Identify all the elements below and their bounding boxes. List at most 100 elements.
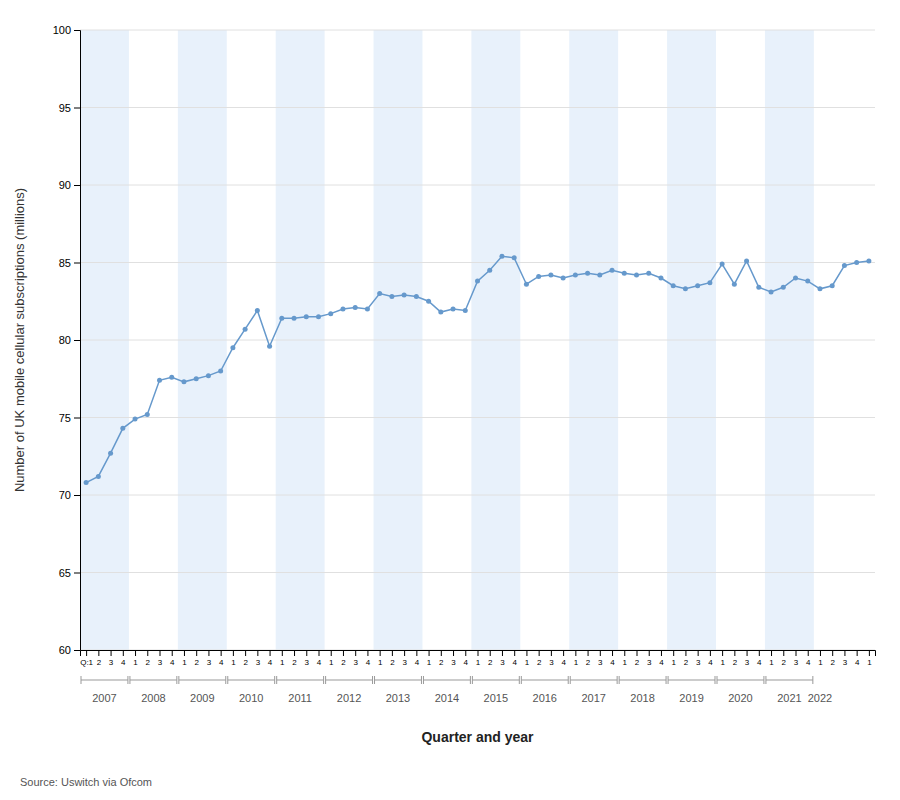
x-tick-mark [857, 650, 858, 656]
point [96, 474, 101, 479]
x-tick: 4 [219, 650, 224, 667]
y-tick-label: 80 [59, 334, 71, 346]
x-tick-label: 4 [317, 658, 322, 667]
x-tick: 4 [757, 650, 762, 667]
x-tick-label: 1 [720, 658, 725, 667]
point [512, 255, 517, 260]
x-tick-label: 4 [806, 658, 811, 667]
year-bracket [130, 676, 177, 684]
x-tick-label: 2 [194, 658, 199, 667]
year-bracket-end [323, 676, 324, 684]
x-tick-label: 2 [97, 658, 102, 667]
point [181, 379, 186, 384]
y-tick-label: 95 [59, 102, 71, 114]
point [414, 294, 419, 299]
grid-line [80, 572, 875, 573]
year-label: 2022 [808, 692, 832, 704]
x-tick: 4 [659, 650, 664, 667]
point [597, 272, 602, 277]
year-label: 2014 [435, 692, 459, 704]
point [475, 279, 480, 284]
point [744, 258, 749, 263]
x-tick-label: 1 [182, 658, 187, 667]
year-bracket-end [129, 676, 130, 684]
x-tick: 1 [378, 650, 383, 667]
year-bracket-line [228, 680, 275, 681]
x-tick-label: 1 [476, 658, 481, 667]
x-tick-mark [575, 650, 576, 656]
x-tick-mark [282, 650, 283, 656]
x-tick: 2 [684, 650, 689, 667]
x-tick-label: 3 [500, 658, 505, 667]
year-bracket-end [763, 676, 764, 684]
year-bracket [81, 676, 128, 684]
grid-line [80, 262, 875, 263]
y-axis-line [74, 31, 81, 651]
x-tick-label: 3 [696, 658, 701, 667]
x-tick-label: 4 [268, 658, 273, 667]
x-tick-label: 3 [305, 658, 310, 667]
x-tick-mark [551, 650, 552, 656]
x-tick-mark [673, 650, 674, 656]
x-tick-mark [796, 650, 797, 656]
x-tick-label: Q:1 [80, 658, 93, 667]
x-tick: 3 [745, 650, 750, 667]
x-tick-mark [539, 650, 540, 656]
x-tick-label: 4 [855, 658, 860, 667]
point [243, 327, 248, 332]
x-tick: 2 [488, 650, 493, 667]
x-tick-label: 2 [390, 658, 395, 667]
x-tick-label: 2 [243, 658, 248, 667]
source: Source: Uswitch via Ofcom [20, 776, 152, 788]
point [830, 283, 835, 288]
y-tick-mark [74, 263, 80, 264]
x-tick-mark [147, 650, 148, 656]
x-tick-mark [514, 650, 515, 656]
x-axis: Q:12341234123412341234123412341234123412… [80, 650, 875, 667]
year-bracket-end [225, 676, 226, 684]
point [732, 282, 737, 287]
x-tick: 2 [390, 650, 395, 667]
x-tick-label: 2 [488, 658, 493, 667]
x-tick-label: 4 [415, 658, 420, 667]
x-tick-label: 3 [402, 658, 407, 667]
year-bracket [326, 676, 373, 684]
x-tick-mark [612, 650, 613, 656]
year-bracket [668, 676, 715, 684]
point [389, 294, 394, 299]
x-tick-mark [208, 650, 209, 656]
point [573, 272, 578, 277]
year-bracket [619, 676, 666, 684]
x-tick: 1 [280, 650, 285, 667]
x-tick-label: 1 [280, 658, 285, 667]
x-tick-mark [771, 650, 772, 656]
x-tick-label: 3 [451, 658, 456, 667]
year-label: 2009 [190, 692, 214, 704]
x-tick-label: 3 [109, 658, 114, 667]
x-tick-mark [172, 650, 173, 656]
x-tick: 1 [574, 650, 579, 667]
y-tick: 90 [59, 179, 80, 191]
x-tick-mark [759, 650, 760, 656]
x-tick-label: 1 [525, 658, 530, 667]
point [536, 274, 541, 279]
point [695, 283, 700, 288]
x-tick-mark [465, 650, 466, 656]
point [842, 263, 847, 268]
x-tick-label: 1 [623, 658, 628, 667]
year-bracket-end [423, 676, 424, 684]
x-tick-label: 1 [133, 658, 138, 667]
point [316, 314, 321, 319]
y-tick-label: 100 [53, 24, 71, 36]
x-tick-mark [123, 650, 124, 656]
x-tick-label: 1 [574, 658, 579, 667]
point [365, 307, 370, 312]
x-tick-label: 3 [158, 658, 163, 667]
x-tick: 4 [610, 650, 615, 667]
y-tick: 85 [59, 257, 80, 269]
x-axis-line [81, 651, 876, 657]
x-tick: 3 [256, 650, 261, 667]
x-tick-label: 3 [794, 658, 799, 667]
x-tick-label: 4 [121, 658, 126, 667]
x-tick-mark [257, 650, 258, 656]
